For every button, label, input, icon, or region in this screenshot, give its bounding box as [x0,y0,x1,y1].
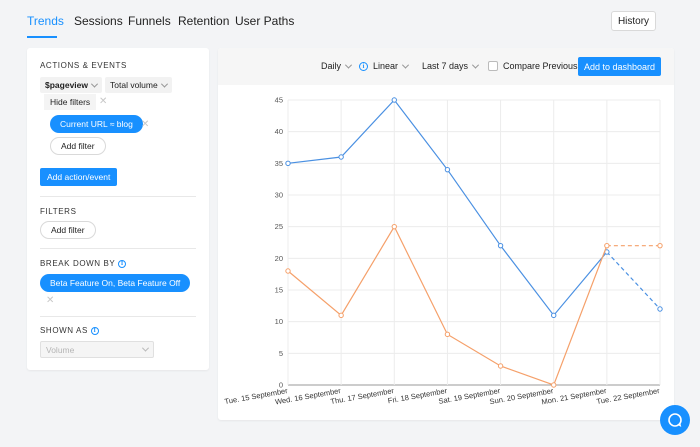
filters-title: FILTERS [40,207,77,216]
url-filter-pill[interactable]: Current URL ≈ blog [50,115,143,133]
data-point [657,306,663,312]
top-nav: Trends Sessions Funnels Retention User P… [0,0,700,38]
y-tick-label: 10 [275,317,283,326]
interval-label: Daily [321,61,342,71]
active-tab-indicator [27,36,57,38]
scale-label: Linear [373,61,399,71]
y-axis-ticks: 0 5 10 15 20 25 30 35 40 45 [275,96,283,390]
remove-filter-icon[interactable]: ✕ [141,119,150,130]
chart-panel: Daily i Linear Last 7 days Compare Previ… [218,48,674,420]
chart-grid [287,99,661,386]
y-tick-label: 15 [275,286,283,295]
date-range-label: Last 7 days [422,61,469,71]
data-point [444,166,451,173]
actions-events-title: ACTIONS & EVENTS [40,61,127,70]
divider [40,316,196,317]
tab-funnels[interactable]: Funnels [128,14,171,28]
divider [40,248,196,249]
add-event-filter-button[interactable]: Add filter [50,137,106,155]
y-tick-label: 0 [279,381,283,390]
breakdown-title: BREAK DOWN BY i [40,259,127,268]
hide-filters-button[interactable]: Hide filters [44,94,97,110]
data-point [391,97,397,103]
math-select[interactable]: Total volume [105,77,172,93]
event-select[interactable]: $pageview [40,77,102,93]
shown-as-value: Volume [46,344,75,355]
tab-sessions[interactable]: Sessions [74,14,123,28]
add-global-filter-button[interactable]: Add filter [40,221,96,239]
data-point [551,312,557,319]
data-point [604,242,610,249]
query-panel: ACTIONS & EVENTS $pageview Total volume … [27,48,209,370]
scale-select[interactable]: i Linear [359,61,410,71]
data-point [444,331,451,338]
info-icon[interactable]: i [118,259,127,268]
data-point [285,160,291,167]
y-tick-label: 20 [275,254,283,263]
support-chat-button[interactable] [660,405,690,435]
y-tick-label: 35 [275,159,283,168]
chevron-down-icon [401,61,410,69]
add-to-dashboard-button[interactable]: Add to dashboard [578,57,661,76]
chevron-down-icon [160,80,168,88]
breakdown-title-label: BREAK DOWN BY [40,259,116,268]
add-action-event-button[interactable]: Add action/event [40,168,118,186]
shown-as-select: Volume [40,341,154,358]
math-select-label: Total volume [110,80,158,90]
y-tick-label: 30 [275,191,283,200]
chevron-down-icon [141,344,150,352]
data-point [338,312,344,319]
tab-trends[interactable]: Trends [27,14,64,28]
info-icon[interactable]: i [359,61,368,71]
chart-toolbar: Daily i Linear Last 7 days Compare Previ… [218,48,674,85]
data-point [338,154,344,160]
shown-as-title: SHOWN AS i [40,326,99,335]
remove-breakdown-icon[interactable]: ✕ [46,295,55,306]
breakdown-pill[interactable]: Beta Feature On, Beta Feature Off [40,274,191,292]
chevron-down-icon [344,61,353,69]
y-tick-label: 25 [275,222,283,231]
y-tick-label: 5 [279,349,283,358]
interval-select[interactable]: Daily [321,61,353,71]
chevron-down-icon [90,80,99,88]
date-range-select[interactable]: Last 7 days [422,61,480,71]
chevron-down-icon [471,61,480,69]
compare-previous-toggle[interactable]: Compare Previous [488,61,578,71]
compare-label: Compare Previous [503,61,578,71]
shown-as-title-label: SHOWN AS [40,326,88,335]
info-icon[interactable]: i [90,326,99,335]
chart-series [285,97,663,388]
tab-user-paths[interactable]: User Paths [235,14,295,28]
history-button[interactable]: History [611,11,656,31]
data-point [657,242,663,249]
data-point [391,223,397,230]
series-line-dashed [606,251,661,310]
tab-retention[interactable]: Retention [178,14,230,28]
data-point [285,268,291,274]
divider [40,196,196,197]
compare-checkbox[interactable] [488,61,498,71]
y-tick-label: 45 [275,96,283,105]
data-point [551,382,557,388]
data-point [497,363,504,369]
close-icon[interactable]: ✕ [99,96,108,107]
trend-line-chart: 0 5 10 15 20 25 30 35 40 45 Tue. 15 SeptemberWed.… [224,96,663,407]
y-tick-label: 40 [275,127,283,136]
data-point [497,242,504,249]
event-select-label: $pageview [45,80,88,90]
chat-icon [668,413,682,428]
